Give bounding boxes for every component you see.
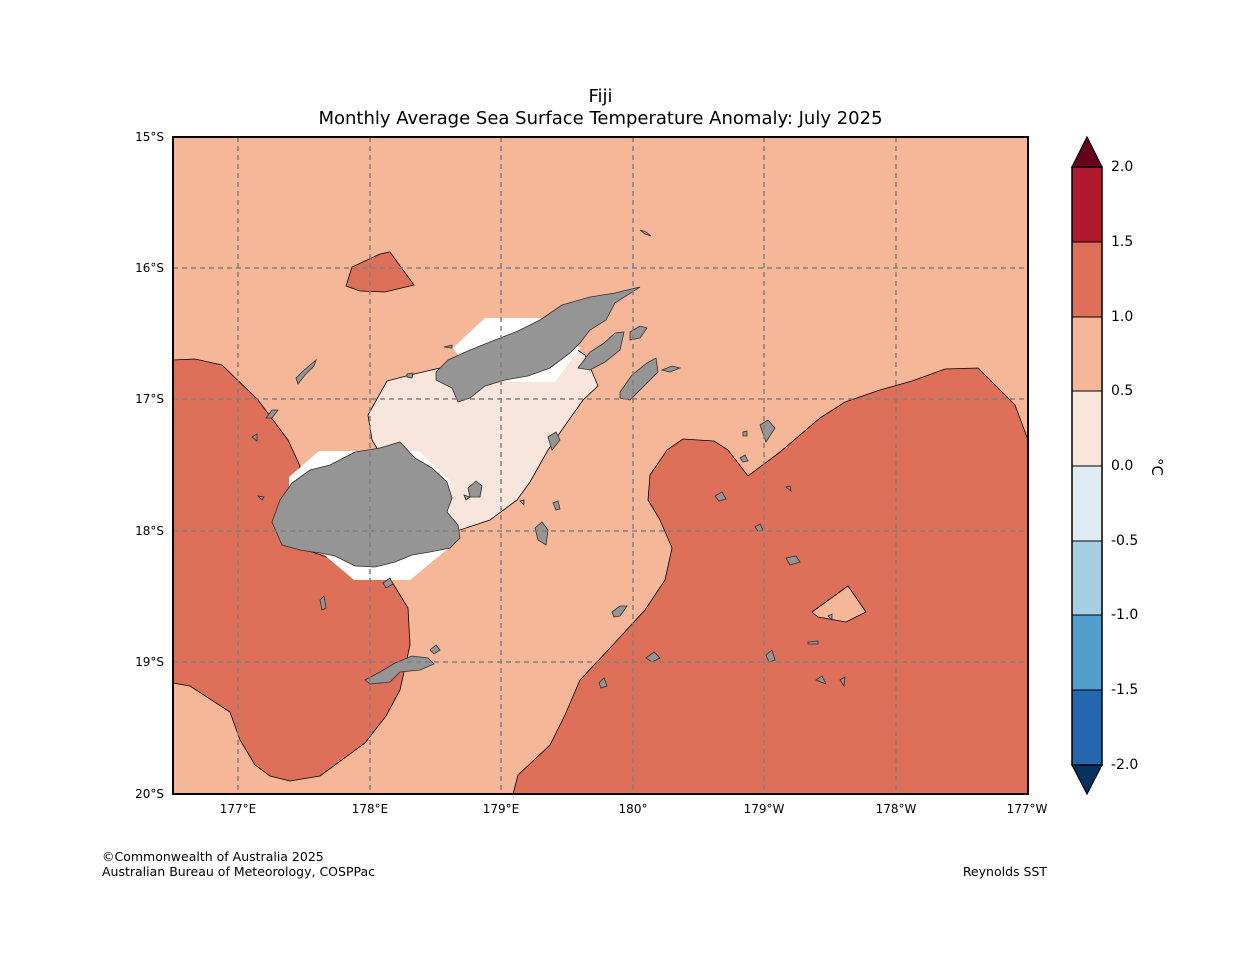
rabi-island (629, 325, 648, 341)
viti-levu-island (271, 441, 461, 568)
lau-island-5 (815, 675, 827, 685)
colorbar-extend-top (1071, 135, 1103, 168)
lau-island-3 (785, 555, 801, 566)
vanua-levu-island (435, 286, 641, 403)
colorbar (1071, 135, 1103, 796)
lau-island-1 (739, 454, 749, 463)
lon-tick-label: 179°W (743, 802, 785, 816)
colorbar-bin-1.5-2.0 (1072, 167, 1102, 242)
lon-tick-label: 178°W (875, 802, 917, 816)
gridlines (173, 137, 1028, 794)
colorbar-bin-1.0-1.5 (1072, 242, 1102, 317)
mamanuca-island (251, 433, 258, 442)
colorbar-bin-0.0-0.5 (1072, 391, 1102, 466)
colorbar-frame (1071, 166, 1103, 766)
credit-line-1: ©Commonwealth of Australia 2025 (102, 849, 324, 864)
small-island-w1 (256, 495, 265, 501)
colorbar-tick-label: 0.0 (1111, 458, 1134, 474)
anomaly-pocket-0.5-1.0 (811, 585, 867, 623)
data-source-label: Reynolds SST (962, 864, 1047, 879)
small-island-n (443, 344, 453, 349)
lon-tick-label: 177°W (1006, 802, 1048, 816)
colorbar-tick-label: 0.5 (1111, 383, 1134, 399)
kadavu-island (364, 655, 435, 685)
colorbar-tick-label: 1.5 (1111, 234, 1134, 250)
lon-tick-label: 179°E (482, 802, 520, 816)
gau-island (534, 521, 549, 546)
qamea-island (660, 365, 682, 373)
anomaly-region-1.0-1.5-west (172, 358, 411, 782)
taveuni-island (577, 331, 625, 371)
lau-island-2 (754, 523, 764, 532)
lon-tick-label: 180° (618, 802, 648, 816)
lat-tick-label: 17°S (135, 392, 164, 406)
lau-island-7 (807, 640, 819, 645)
ono-island (429, 644, 441, 655)
moala-island (552, 500, 561, 511)
map-frame (172, 136, 1029, 795)
colorbar-tick-label: 1.0 (1111, 309, 1134, 325)
title-region: Fiji (588, 86, 613, 107)
matuku-island (645, 651, 661, 663)
lau-island-10 (827, 613, 833, 621)
land-masses (251, 229, 846, 689)
colorbar-tick-label: -1.0 (1111, 607, 1139, 623)
totoya-island (598, 677, 608, 689)
map-title: Fiji Monthly Average Sea Surface Tempera… (173, 86, 1028, 130)
colorbar-bin-neg1.5-neg1.0 (1072, 615, 1102, 690)
small-island-e2 (463, 494, 471, 501)
title-description: Monthly Average Sea Surface Temperature … (318, 108, 883, 129)
colorbar-unit-label: °C (1147, 458, 1166, 476)
colorbar-tick-label: 2.0 (1111, 159, 1134, 175)
colorbar-extend-bottom (1071, 764, 1103, 796)
anomaly-region-1.0-1.5-east (512, 367, 1029, 795)
colorbar-bin-neg1.0-neg0.5 (1072, 541, 1102, 615)
vatulele-island (319, 595, 327, 611)
yasawa-island-2 (265, 409, 279, 419)
lat-tick-label: 20°S (135, 787, 164, 801)
colorbar-tick-label: -2.0 (1111, 757, 1139, 773)
yasawa-island-1 (295, 358, 317, 385)
north-reef-island (639, 229, 652, 237)
lau-island-6 (839, 676, 846, 688)
colorbar-bin-neg2.0-neg1.5 (1072, 690, 1102, 765)
colorbar-bin-0.5-1.0 (1072, 317, 1102, 391)
lakeba-island (611, 605, 628, 618)
lat-tick-label: 18°S (135, 524, 164, 538)
colorbar-bin-neg0.5-0.0 (1072, 466, 1102, 541)
beqa-island (382, 577, 394, 589)
colorbar-tick-label: -1.5 (1111, 682, 1139, 698)
colorbar-tick-label: -0.5 (1111, 533, 1139, 549)
copyright-credit: ©Commonwealth of Australia 2025 Australi… (102, 849, 375, 879)
nairai-island (547, 431, 561, 451)
lat-tick-label: 15°S (135, 130, 164, 144)
lat-tick-label: 16°S (135, 261, 164, 275)
credit-line-2: Australian Bureau of Meteorology, COSPPa… (102, 864, 375, 879)
lau-island-8 (785, 485, 792, 492)
small-island-e (519, 499, 525, 506)
small-island-nw (406, 372, 414, 379)
lau-island-4 (765, 649, 776, 663)
lon-tick-label: 178°E (351, 802, 389, 816)
lat-tick-label: 19°S (135, 655, 164, 669)
ovalau-island (467, 480, 483, 498)
cicia-island (714, 491, 727, 502)
lau-island-9 (742, 430, 748, 437)
lon-tick-label: 177°E (219, 802, 257, 816)
